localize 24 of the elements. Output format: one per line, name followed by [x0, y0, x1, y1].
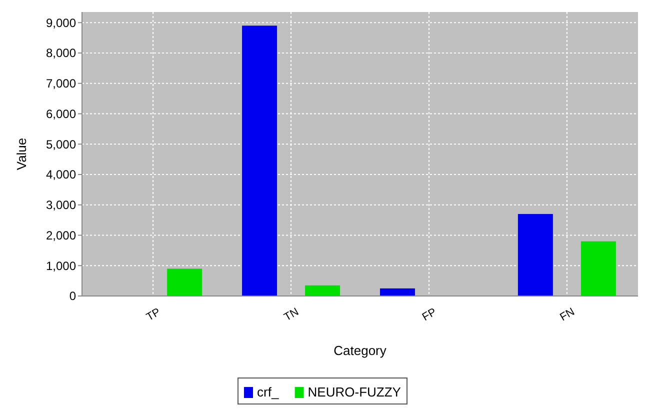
legend-label: crf_ [257, 384, 280, 400]
bar [242, 26, 278, 296]
legend-label: NEURO-FUZZY [308, 384, 402, 400]
bar [518, 214, 553, 296]
x-axis-title: Category [334, 343, 387, 358]
y-tick-label: 6,000 [46, 106, 76, 121]
y-tick-label: 4,000 [46, 168, 76, 182]
y-tick-label: 9,000 [46, 16, 76, 30]
y-axis-title: Value [14, 138, 29, 170]
x-tick-label: FN [558, 306, 577, 324]
y-tick-label: 3,000 [46, 198, 76, 212]
x-tick-label: TN [282, 306, 301, 324]
bar [580, 241, 616, 296]
y-tick-label: 5,000 [46, 137, 76, 152]
x-tick-label: FP [420, 306, 439, 324]
bar [305, 285, 340, 296]
bar [167, 268, 202, 296]
y-tick-label: 7,000 [46, 76, 76, 91]
x-tick-label: TP [144, 306, 163, 324]
bar [380, 288, 415, 296]
y-tick-label: 1,000 [46, 258, 76, 273]
y-tick-label: 8,000 [46, 46, 76, 60]
y-tick-label: 2,000 [46, 228, 76, 242]
y-tick-label: 0 [69, 289, 76, 304]
